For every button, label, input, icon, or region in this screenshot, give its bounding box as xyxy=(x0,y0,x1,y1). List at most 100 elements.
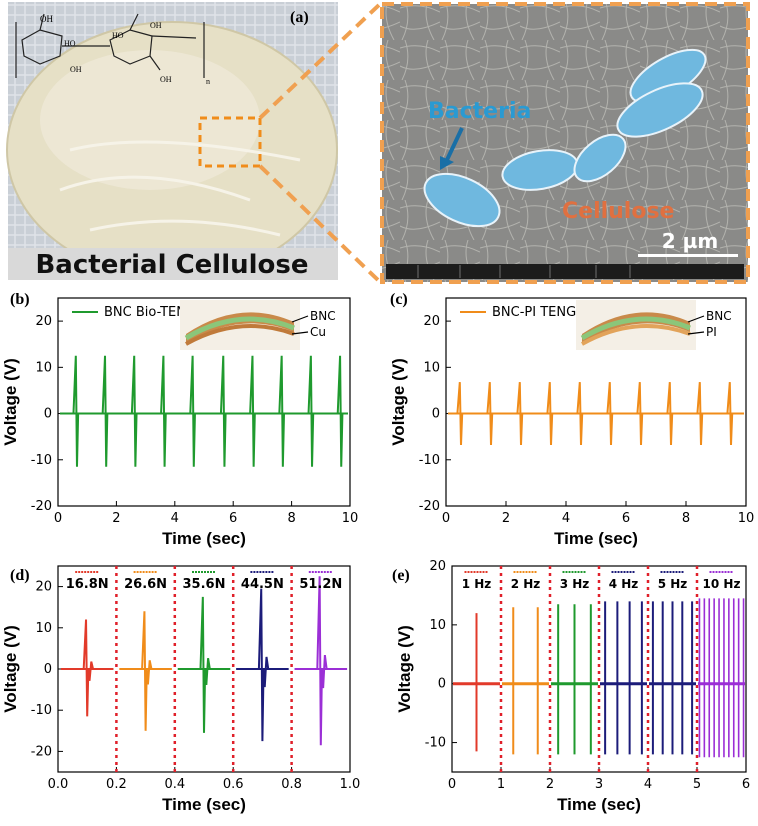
sem-info-bar xyxy=(386,264,744,279)
chart-panel-c: (c) 0 2 4 6 8 10 -20 -10 0 10 20 Time (sec) Voltage (… xyxy=(389,291,754,548)
scale-bar-label: 2 µm xyxy=(662,229,718,253)
y-axis-label: Voltage (V) xyxy=(395,625,414,713)
y-tick-label: -10 xyxy=(31,453,52,468)
voltage-pulse xyxy=(636,382,644,446)
x-tick-label: 3 xyxy=(595,777,603,792)
chart-panel-e: (e) 0 1 2 3 4 5 6 -10 0 10 20 Time (sec) Voltage (V) 1… xyxy=(392,559,750,814)
bacteria-arrow xyxy=(444,127,464,163)
panel-label-e: (e) xyxy=(392,567,410,584)
plot-frame xyxy=(445,297,747,507)
y-tick-label: 0 xyxy=(438,677,446,692)
legend-label: BNC Bio-TENG xyxy=(104,305,196,320)
bacteria-label: Bacteria xyxy=(428,99,531,124)
y-axis-label: Voltage (V) xyxy=(1,358,20,446)
x-tick-label: 1 xyxy=(497,777,505,792)
voltage-pulse xyxy=(726,382,734,446)
x-tick-label: 4 xyxy=(644,777,652,792)
x-tick-label: 0.2 xyxy=(106,777,127,792)
voltage-pulse xyxy=(160,355,167,467)
photo-caption: Bacterial Cellulose xyxy=(35,250,308,280)
legend-label: 10 Hz xyxy=(703,577,741,591)
voltage-pulse xyxy=(257,588,270,742)
x-tick-label: 5 xyxy=(693,777,701,792)
x-tick-label: 0 xyxy=(442,511,450,526)
y-tick-label: -10 xyxy=(31,703,52,718)
x-tick-label: 2 xyxy=(502,511,510,526)
y-tick-label: -20 xyxy=(419,499,440,514)
bacterium xyxy=(573,133,627,183)
svg-text:HO: HO xyxy=(64,39,76,48)
device-bnc-layer xyxy=(184,316,295,341)
inset-pointer xyxy=(687,315,705,323)
arrow-head-icon xyxy=(440,156,454,170)
y-tick-label: 20 xyxy=(423,314,440,329)
legend-label: 44.5N xyxy=(241,577,284,592)
panel-a-sem: Bacteria Cellulose 2 µm xyxy=(380,2,750,284)
device-electrode-layer xyxy=(185,324,295,346)
svg-text:n: n xyxy=(206,77,210,86)
voltage-pulse xyxy=(456,382,464,446)
svg-text:OH: OH xyxy=(160,75,172,84)
legend-label: 1 Hz xyxy=(462,577,492,591)
y-tick-label: 10 xyxy=(429,618,446,633)
voltage-pulse xyxy=(336,355,344,467)
y-tick-label: -10 xyxy=(425,736,446,751)
voltage-pulse xyxy=(666,382,674,446)
voltage-pulse xyxy=(189,355,196,467)
x-tick-label: 6 xyxy=(229,511,237,526)
y-axis-label: Voltage (V) xyxy=(389,358,408,446)
x-tick-label: 6 xyxy=(622,511,630,526)
voltage-pulse xyxy=(219,355,227,467)
y-tick-label: 20 xyxy=(429,559,446,574)
device-bnc-layer xyxy=(580,316,691,341)
callout-line-bottom xyxy=(258,164,382,284)
voltage-pulse xyxy=(516,382,524,446)
inset-label: Cu xyxy=(310,325,326,339)
inset-pointer xyxy=(291,315,309,323)
x-tick-label: 0.4 xyxy=(164,777,185,792)
voltage-pulse xyxy=(141,611,153,731)
panel-label-b: (b) xyxy=(10,291,30,308)
voltage-pulse xyxy=(606,382,614,446)
plot-frame xyxy=(57,297,351,507)
x-tick-label: 2 xyxy=(546,777,554,792)
x-tick-label: 6 xyxy=(742,777,750,792)
x-tick-label: 4 xyxy=(562,511,570,526)
x-tick-label: 1.0 xyxy=(340,777,361,792)
x-tick-label: 8 xyxy=(682,511,690,526)
legend-label: 3 Hz xyxy=(560,577,590,591)
voltage-pulse xyxy=(576,382,584,446)
panel-a-photo: OH HO OH HO OH OH n Bacterial Cellulose xyxy=(6,2,338,280)
voltage-pulse xyxy=(130,355,138,467)
y-tick-label: 10 xyxy=(35,621,52,636)
voltage-pulse xyxy=(82,619,95,717)
x-tick-label: 0 xyxy=(54,511,62,526)
y-tick-label: 0 xyxy=(432,407,440,422)
panel-label-d: (d) xyxy=(10,567,30,584)
legend-label: 26.6N xyxy=(124,577,167,592)
inset-label: BNC xyxy=(310,309,336,323)
inset-label: PI xyxy=(706,325,717,339)
y-tick-label: -20 xyxy=(31,744,52,759)
chart-panel-b: (b) 0 2 4 6 8 10 -20 -10 0 10 20 Time (sec) Voltage (… xyxy=(1,291,358,548)
cellulose-label: Cellulose xyxy=(562,199,674,224)
x-tick-label: 0.8 xyxy=(281,777,302,792)
x-tick-label: 10 xyxy=(342,511,359,526)
svg-text:HO: HO xyxy=(112,31,124,40)
voltage-pulse xyxy=(696,382,704,446)
cellulose-structure-icon xyxy=(15,13,205,78)
chart-panel-d: (d) 0.0 0.2 0.4 0.6 0.8 1.0 -20 -10 0 10 20 Time (se… xyxy=(1,565,361,814)
bacterium xyxy=(423,172,501,228)
inset-label: BNC xyxy=(706,309,732,323)
voltage-pulse xyxy=(249,355,256,467)
x-axis-label: Time (sec) xyxy=(557,795,641,814)
legend-label: 4 Hz xyxy=(609,577,639,591)
x-tick-label: 2 xyxy=(112,511,120,526)
device-electrode-layer xyxy=(581,324,691,346)
svg-text:OH: OH xyxy=(70,65,82,74)
x-axis-label: Time (sec) xyxy=(554,529,638,548)
voltage-pulse xyxy=(278,355,286,467)
x-axis-label: Time (sec) xyxy=(162,795,246,814)
inset-pointer xyxy=(687,331,705,335)
legend-label: BNC-PI TENG xyxy=(492,305,576,320)
